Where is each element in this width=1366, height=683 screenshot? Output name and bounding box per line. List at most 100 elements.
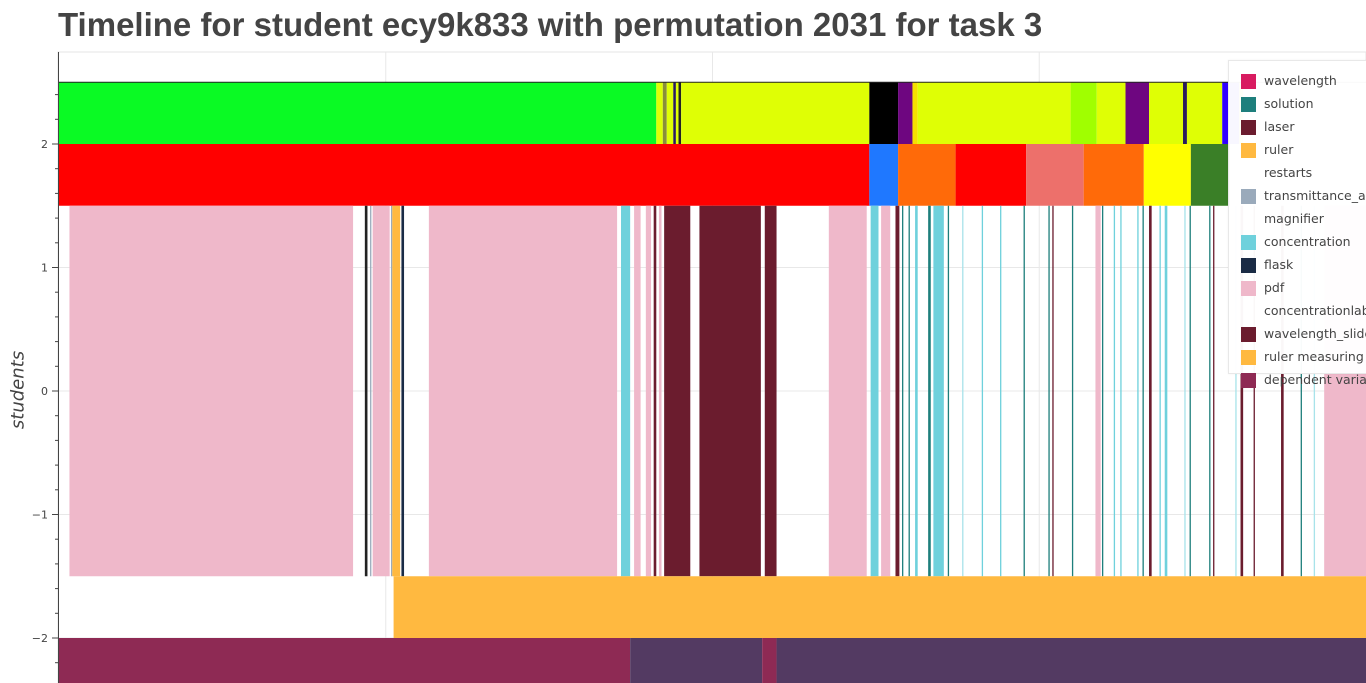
timeline-segment[interactable]	[881, 205, 891, 577]
timeline-segment[interactable]	[1186, 82, 1223, 144]
timeline-segment[interactable]	[370, 205, 372, 577]
timeline-segment[interactable]	[869, 82, 899, 144]
legend-item[interactable]: magnifier	[1229, 208, 1366, 231]
timeline-segment[interactable]	[902, 205, 904, 577]
timeline-segment[interactable]	[898, 144, 956, 206]
timeline-segment[interactable]	[1096, 82, 1126, 144]
timeline-segment[interactable]	[955, 144, 1027, 206]
legend-item[interactable]: concentrationlab	[1229, 300, 1366, 323]
timeline-segment[interactable]	[681, 82, 870, 144]
timeline-segment[interactable]	[1164, 205, 1168, 577]
timeline-segment[interactable]	[664, 205, 691, 577]
timeline-segment[interactable]	[1000, 205, 1002, 577]
timeline-segment[interactable]	[1300, 205, 1302, 577]
legend-item[interactable]: restarts	[1229, 162, 1366, 185]
timeline-segment[interactable]	[390, 205, 393, 577]
timeline-segment[interactable]	[915, 205, 918, 577]
timeline-segment[interactable]	[59, 144, 870, 206]
timeline-segment[interactable]	[828, 205, 867, 577]
timeline-segment[interactable]	[699, 205, 761, 577]
timeline-segment[interactable]	[1048, 205, 1050, 577]
legend-item[interactable]: laser	[1229, 116, 1366, 139]
timeline-segment[interactable]	[776, 638, 1366, 683]
timeline-segment[interactable]	[1026, 144, 1084, 206]
legend-item[interactable]: pdf	[1229, 277, 1366, 300]
timeline-segment[interactable]	[1142, 205, 1144, 577]
timeline-segment[interactable]	[1120, 205, 1122, 577]
timeline-segment[interactable]	[59, 82, 657, 144]
timeline-segment[interactable]	[1149, 205, 1152, 577]
timeline-segment[interactable]	[634, 205, 641, 577]
timeline-segment[interactable]	[928, 205, 931, 577]
timeline-segment[interactable]	[393, 576, 1366, 638]
timeline-segment[interactable]	[895, 205, 900, 577]
timeline-segment[interactable]	[392, 205, 401, 577]
timeline-segment[interactable]	[947, 205, 950, 577]
timeline-segment[interactable]	[428, 205, 618, 577]
timeline-segment[interactable]	[630, 638, 763, 683]
timeline-segment[interactable]	[1070, 82, 1097, 144]
timeline-segment[interactable]	[869, 144, 899, 206]
legend-item[interactable]: ruler	[1229, 139, 1366, 162]
timeline-segment[interactable]	[59, 638, 631, 683]
timeline-segment[interactable]	[870, 205, 879, 577]
timeline-segment[interactable]	[1113, 205, 1116, 577]
timeline-segment[interactable]	[1183, 82, 1187, 144]
timeline-segment[interactable]	[658, 205, 662, 577]
legend[interactable]: wavelength solution laser ruler restarts tran…	[1228, 60, 1366, 388]
timeline-segment[interactable]	[898, 82, 913, 144]
timeline-segment[interactable]	[1095, 205, 1101, 577]
timeline-segment[interactable]	[1023, 205, 1025, 577]
timeline-segment[interactable]	[1190, 144, 1231, 206]
legend-item[interactable]: solution	[1229, 93, 1366, 116]
legend-item[interactable]: ruler measuring	[1229, 346, 1366, 369]
timeline-segment[interactable]	[1071, 205, 1074, 577]
timeline-segment[interactable]	[764, 205, 777, 577]
timeline-segment[interactable]	[1189, 205, 1191, 577]
timeline-segment[interactable]	[1213, 205, 1215, 577]
timeline-segment[interactable]	[981, 205, 984, 577]
timeline-segment[interactable]	[645, 205, 652, 577]
timeline-segment[interactable]	[662, 82, 667, 144]
timeline-segment[interactable]	[912, 82, 918, 144]
legend-item[interactable]: flask	[1229, 254, 1366, 277]
legend-item[interactable]: transmittance_abs	[1229, 185, 1366, 208]
timeline-segment[interactable]	[1149, 82, 1184, 144]
timeline-segment[interactable]	[1209, 205, 1211, 577]
timeline-segment[interactable]	[1143, 144, 1191, 206]
timeline-segment[interactable]	[656, 82, 663, 144]
timeline-segment[interactable]	[69, 205, 354, 577]
legend-item[interactable]: dependent variable	[1229, 369, 1366, 392]
timeline-segment[interactable]	[1052, 205, 1054, 577]
timeline-segment[interactable]	[653, 205, 657, 577]
timeline-segment[interactable]	[1101, 205, 1104, 577]
timeline-segment[interactable]	[675, 82, 679, 144]
timeline-segment[interactable]	[1159, 205, 1161, 577]
timeline-segment[interactable]	[621, 205, 631, 577]
timeline-segment[interactable]	[678, 82, 682, 144]
timeline-segment[interactable]	[908, 205, 910, 577]
timeline-segment[interactable]	[933, 205, 944, 577]
timeline-segment[interactable]	[401, 205, 405, 577]
timeline-segment[interactable]	[1083, 144, 1144, 206]
timeline-segment[interactable]	[1235, 205, 1237, 577]
timeline-segment[interactable]	[1313, 205, 1316, 577]
legend-label: flask	[1264, 257, 1294, 272]
timeline-segment[interactable]	[1281, 205, 1284, 577]
legend-item[interactable]: concentration	[1229, 231, 1366, 254]
timeline-segment[interactable]	[1253, 205, 1255, 577]
legend-item[interactable]: wavelength_slider	[1229, 323, 1366, 346]
timeline-segment[interactable]	[917, 82, 1071, 144]
timeline-segment[interactable]	[962, 205, 964, 577]
timeline-segment[interactable]	[762, 638, 777, 683]
legend-item[interactable]: wavelength	[1229, 70, 1366, 93]
timeline-segment[interactable]	[372, 205, 390, 577]
timeline-segment[interactable]	[364, 205, 368, 577]
timeline-segment[interactable]	[1240, 205, 1244, 577]
timeline-segment[interactable]	[1125, 82, 1150, 144]
timeline-segment[interactable]	[673, 82, 676, 144]
timeline-segment[interactable]	[1137, 205, 1139, 577]
timeline-segment[interactable]	[1184, 205, 1186, 577]
timeline-segment[interactable]	[666, 82, 674, 144]
